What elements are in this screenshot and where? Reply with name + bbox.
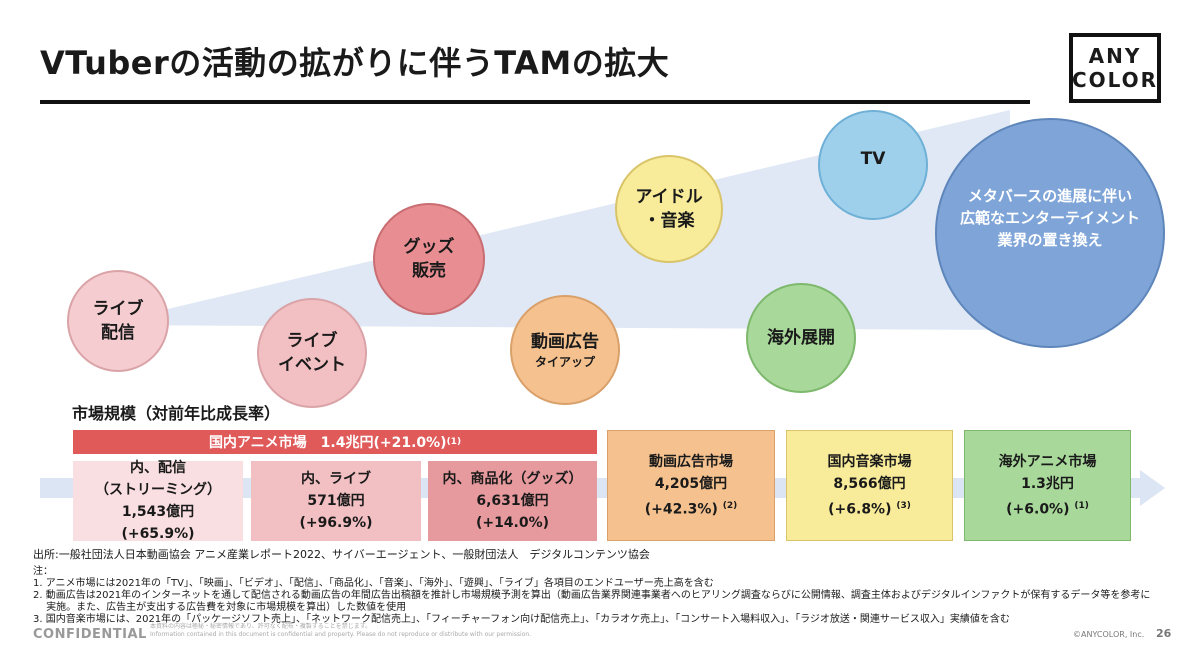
circle-label: グッズ: [403, 237, 455, 257]
circle-label: TV: [860, 149, 886, 169]
box-line: 8,566億円: [833, 475, 906, 492]
box-line: 4,205億円: [654, 475, 728, 492]
circle-label: 広範なエンターテイメント: [959, 209, 1140, 227]
box-line: (+96.9%): [299, 515, 373, 531]
circle-label: 動画広告: [531, 332, 599, 352]
circle-tv: TV: [818, 110, 928, 220]
banner-text: 国内アニメ市場 1.4兆円(+21.0%): [208, 435, 447, 451]
confidential-disclaimer: 本資料の内容は極秘・秘密情報であり、許可なく配布・複製することを禁じます。 In…: [150, 623, 531, 639]
box-line: 6,631億円: [476, 493, 549, 509]
box-line: 内、商品化（グッズ）: [442, 471, 583, 487]
title-underline: [40, 100, 1030, 104]
circle-goods: グッズ 販売: [373, 203, 485, 315]
circle-label: メタバースの進展に伴い: [967, 187, 1133, 205]
box-line: 1.3兆円: [1021, 475, 1074, 492]
box-line: (+6.0%) (1): [1006, 495, 1089, 521]
page-number: 26: [1156, 627, 1172, 640]
box-line: (+65.9%): [121, 526, 195, 542]
circle-idol-music: アイドル ・音楽: [615, 155, 723, 263]
disclaimer-line: 本資料の内容は極秘・秘密情報であり、許可なく配布・複製することを禁じます。: [150, 623, 372, 630]
circle-label: ・音楽: [643, 211, 695, 231]
box-growth: (+6.8%): [828, 501, 892, 518]
circle-label: ライブ: [286, 331, 338, 351]
box-line: 動画広告市場: [649, 453, 733, 470]
box-footnote: (2): [722, 500, 738, 511]
circle-sublabel: タイアップ: [534, 355, 595, 369]
circle-label: 業界の置き換え: [997, 231, 1103, 249]
note-2-continued: 実施。また、広告主が支出する広告費を対象に市場規模を算出）した数値を使用: [33, 602, 407, 613]
box-line: (+14.0%): [475, 515, 550, 531]
note-2: 2. 動画広告は2021年のインターネットを通して配信される動画広告の年間広告出…: [33, 590, 1151, 601]
market-box-music: 国内音楽市場 8,566億円 (+6.8%) (3): [786, 430, 953, 541]
note-3: 3. 国内音楽市場には、2021年の「パッケージソフト売上」、「ネットワーク配信…: [33, 614, 1010, 625]
box-growth: (+42.3%): [644, 501, 718, 518]
circle-label: 配信: [101, 323, 135, 343]
box-footnote: (3): [896, 500, 911, 511]
box-line: (+42.3%) (2): [645, 495, 737, 521]
box-line: 海外アニメ市場: [998, 453, 1097, 470]
circle-metaverse: メタバースの進展に伴い 広範なエンターテイメント 業界の置き換え: [935, 118, 1165, 348]
logo-line-2: COLOR: [1071, 68, 1159, 92]
box-line: 国内音楽市場: [827, 453, 912, 470]
box-line: 1,543億円: [121, 504, 195, 520]
circle-live-event: ライブ イベント: [257, 298, 367, 408]
circle-video-ads: 動画広告 タイアップ: [510, 295, 620, 405]
market-box-live: 内、ライブ 571億円 (+96.9%): [251, 461, 421, 541]
copyright: ©ANYCOLOR, Inc.: [1073, 630, 1145, 639]
note-1: 1. アニメ市場には2021年の「TV」、「映画」、「ビデオ」、「配信」、「商品…: [33, 578, 714, 589]
circle-label: 販売: [412, 261, 446, 281]
box-growth: (+6.0%): [1006, 501, 1070, 518]
circle-overseas: 海外展開: [746, 283, 856, 393]
source-citation: 出所:一般社団法人日本動画協会 アニメ産業レポート2022、サイバーエージェント…: [33, 548, 650, 561]
box-line: （ストリーミング）: [95, 482, 221, 498]
market-size-label: 市場規模（対前年比成長率）: [72, 404, 281, 423]
circle-live-streaming: ライブ 配信: [67, 270, 169, 372]
page-title: VTuberの活動の拡がりに伴うTAMの拡大: [40, 44, 670, 82]
box-footnote: (1): [1074, 500, 1089, 511]
circle-label: イベント: [278, 355, 346, 375]
circle-label: ライブ: [92, 299, 144, 319]
circle-label: 海外展開: [767, 328, 835, 348]
box-line: 571億円: [307, 493, 365, 509]
domestic-anime-market-banner: 国内アニメ市場 1.4兆円(+21.0%) (1): [73, 430, 597, 454]
market-box-video-ads: 動画広告市場 4,205億円 (+42.3%) (2): [607, 430, 775, 541]
box-line: (+6.8%) (3): [828, 495, 911, 521]
logo-line-1: ANY: [1088, 44, 1142, 68]
market-box-goods: 内、商品化（グッズ） 6,631億円 (+14.0%): [428, 461, 597, 541]
notes-heading: 注：: [33, 566, 53, 577]
box-line: 内、配信: [130, 460, 186, 476]
confidential-label: CONFIDENTIAL: [33, 627, 147, 642]
market-box-overseas-anime: 海外アニメ市場 1.3兆円 (+6.0%) (1): [964, 430, 1131, 541]
expansion-wedge: [100, 110, 1010, 330]
circle-label: アイドル: [635, 187, 703, 207]
anycolor-logo: ANY COLOR: [1069, 33, 1161, 103]
market-box-streaming: 内、配信 （ストリーミング） 1,543億円 (+65.9%): [73, 460, 243, 542]
disclaimer-line: Information contained in this document i…: [150, 631, 532, 638]
box-line: 内、ライブ: [301, 471, 371, 487]
footnotes: 注： 1. アニメ市場には2021年の「TV」、「映画」、「ビデオ」、「配信」、…: [33, 566, 1150, 626]
banner-footnote: (1): [446, 437, 462, 447]
